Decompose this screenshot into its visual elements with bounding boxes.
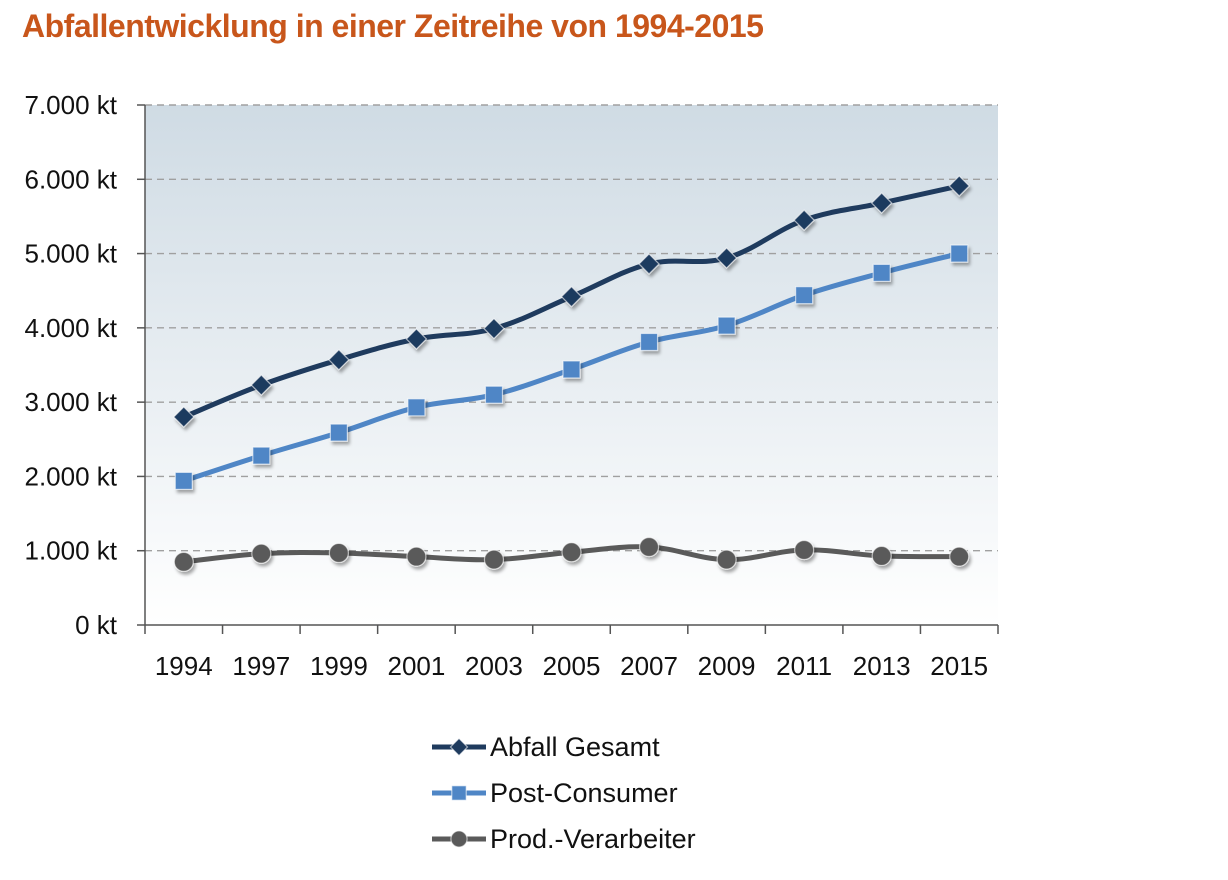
x-tick-label: 2005: [543, 651, 601, 681]
data-point-circle: [716, 549, 737, 570]
x-tick-label: 2013: [853, 651, 911, 681]
data-point-diamond: [328, 348, 350, 371]
data-point-circle: [251, 543, 272, 564]
series-2: [173, 536, 970, 572]
legend-item-post-consumer: Post-Consumer: [430, 770, 696, 816]
data-point-square: [795, 286, 814, 305]
legend-label: Abfall Gesamt: [490, 731, 660, 762]
x-tick-label: 1994: [155, 651, 213, 681]
data-point-circle: [483, 549, 505, 570]
y-tick-label: 5.000 kt: [24, 239, 117, 269]
series-markers: [173, 536, 970, 572]
data-point-circle: [173, 551, 194, 572]
data-point-square: [407, 398, 426, 417]
data-point-diamond: [715, 247, 738, 269]
x-tick-label: 2009: [698, 651, 756, 681]
data-point-square: [717, 316, 736, 335]
x-tick-label: 2011: [776, 651, 832, 681]
y-axis-tick-labels: 0 kt 1.000 kt 2.000 kt 3.000 kt 4.000 kt 5.00…: [24, 90, 117, 640]
data-point-diamond: [449, 737, 469, 757]
data-point-diamond: [483, 317, 505, 340]
data-point-diamond: [638, 253, 660, 275]
x-tick-label: 2007: [620, 651, 678, 681]
data-point-diamond: [793, 209, 815, 231]
y-tick-label: 2.000 kt: [24, 461, 117, 491]
data-point-diamond: [405, 328, 428, 350]
legend-item-abfall-gesamt: Abfall Gesamt: [430, 724, 696, 770]
data-point-diamond: [870, 192, 893, 214]
data-point-diamond: [948, 175, 971, 197]
data-point-circle: [450, 830, 468, 848]
data-point-square: [484, 385, 504, 404]
legend-label: Post-Consumer: [490, 777, 678, 808]
y-tick-label: 1.000 kt: [24, 536, 117, 566]
x-tick-label: 1999: [310, 651, 368, 681]
data-point-square: [451, 785, 467, 801]
series-1: [174, 244, 969, 490]
data-point-diamond: [172, 406, 195, 428]
legend-swatch-circle: [432, 830, 486, 848]
y-tick-label: 4.000 kt: [24, 313, 117, 343]
data-point-square: [950, 244, 969, 263]
axes: [137, 104, 999, 634]
x-tick-label: 2001: [387, 651, 445, 681]
data-point-circle: [406, 546, 427, 567]
data-point-diamond: [560, 285, 583, 308]
legend-label: Prod.-Verarbeiter: [490, 823, 696, 854]
data-point-square: [329, 423, 348, 442]
series-group: [172, 175, 971, 572]
series-0: [172, 175, 971, 428]
data-point-circle: [949, 546, 970, 567]
data-point-square: [639, 332, 659, 352]
chart-title: Abfallentwicklung in einer Zeitreihe von…: [22, 8, 764, 44]
data-point-square: [174, 471, 193, 490]
y-tick-label: 7.000 kt: [24, 90, 117, 120]
data-point-circle: [794, 539, 815, 561]
legend-item-prod-verarbeiter: Prod.-Verarbeiter: [430, 816, 696, 862]
x-axis-tick-labels: 1994 1997 1999 2001 2003 2005 2007 2009 2011 2013…: [155, 651, 988, 681]
data-point-circle: [328, 542, 349, 564]
legend-swatch-square: [432, 785, 486, 801]
series-markers: [174, 244, 969, 490]
y-tick-label: 3.000 kt: [24, 387, 117, 417]
legend-swatch-diamond: [432, 737, 486, 757]
data-point-square: [872, 263, 891, 282]
data-point-circle: [638, 536, 660, 558]
y-tick-label: 6.000 kt: [24, 164, 117, 194]
legend: Abfall Gesamt Post-Consumer Prod.-Verarb…: [430, 724, 696, 862]
data-point-circle: [561, 542, 582, 563]
data-point-square: [562, 360, 581, 379]
series-markers: [172, 175, 971, 428]
data-point-circle: [871, 545, 892, 567]
x-tick-label: 1997: [232, 651, 290, 681]
data-point-square: [252, 446, 271, 465]
data-point-diamond: [250, 374, 273, 396]
x-tick-label: 2003: [465, 651, 523, 681]
y-tick-label: 0 kt: [75, 610, 118, 640]
x-tick-label: 2015: [930, 651, 988, 681]
